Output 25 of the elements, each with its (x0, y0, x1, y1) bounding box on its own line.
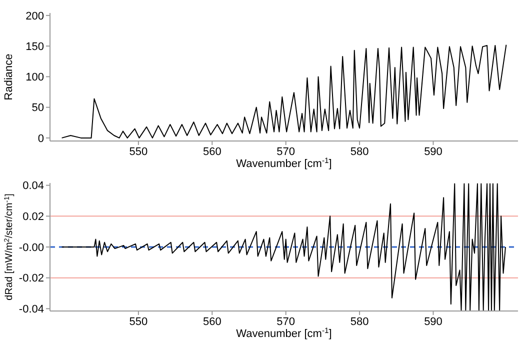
y-tick-label: -0.02 (18, 272, 44, 285)
y-tick-label: 0.04 (22, 180, 44, 192)
x-axis-title: Wavenumber [cm$^{-1}$] (236, 156, 332, 170)
line-series (61, 44, 507, 138)
y-axis-title: Radiance (3, 54, 15, 100)
y-tick-label: 100 (26, 72, 44, 84)
line-series (61, 183, 506, 311)
x-tick-label: 580 (350, 316, 369, 328)
x-tick-label: 550 (129, 146, 148, 158)
x-axis-title: Wavenumber [cm$^{-1}$] (236, 326, 332, 340)
x-tick-label: 560 (202, 146, 222, 158)
x-tick-label: 570 (276, 316, 296, 328)
y-tick-label: 50 (32, 102, 44, 114)
x-tick-label: 590 (424, 316, 442, 328)
y-tick-label: 0.02 (22, 211, 44, 224)
y-tick-label: 150 (26, 40, 44, 53)
x-tick-label: 560 (202, 316, 222, 328)
y-tick-label: 200 (26, 10, 44, 22)
x-tick-label: 570 (276, 146, 296, 158)
y-tick-label: 0 (38, 132, 44, 145)
y-tick-label: -0.00 (18, 242, 44, 254)
x-tick-label: 590 (424, 146, 442, 158)
y-tick-label: -0.04 (18, 304, 44, 316)
x-tick-label: 550 (129, 316, 148, 328)
x-tick-label: 580 (350, 146, 369, 158)
